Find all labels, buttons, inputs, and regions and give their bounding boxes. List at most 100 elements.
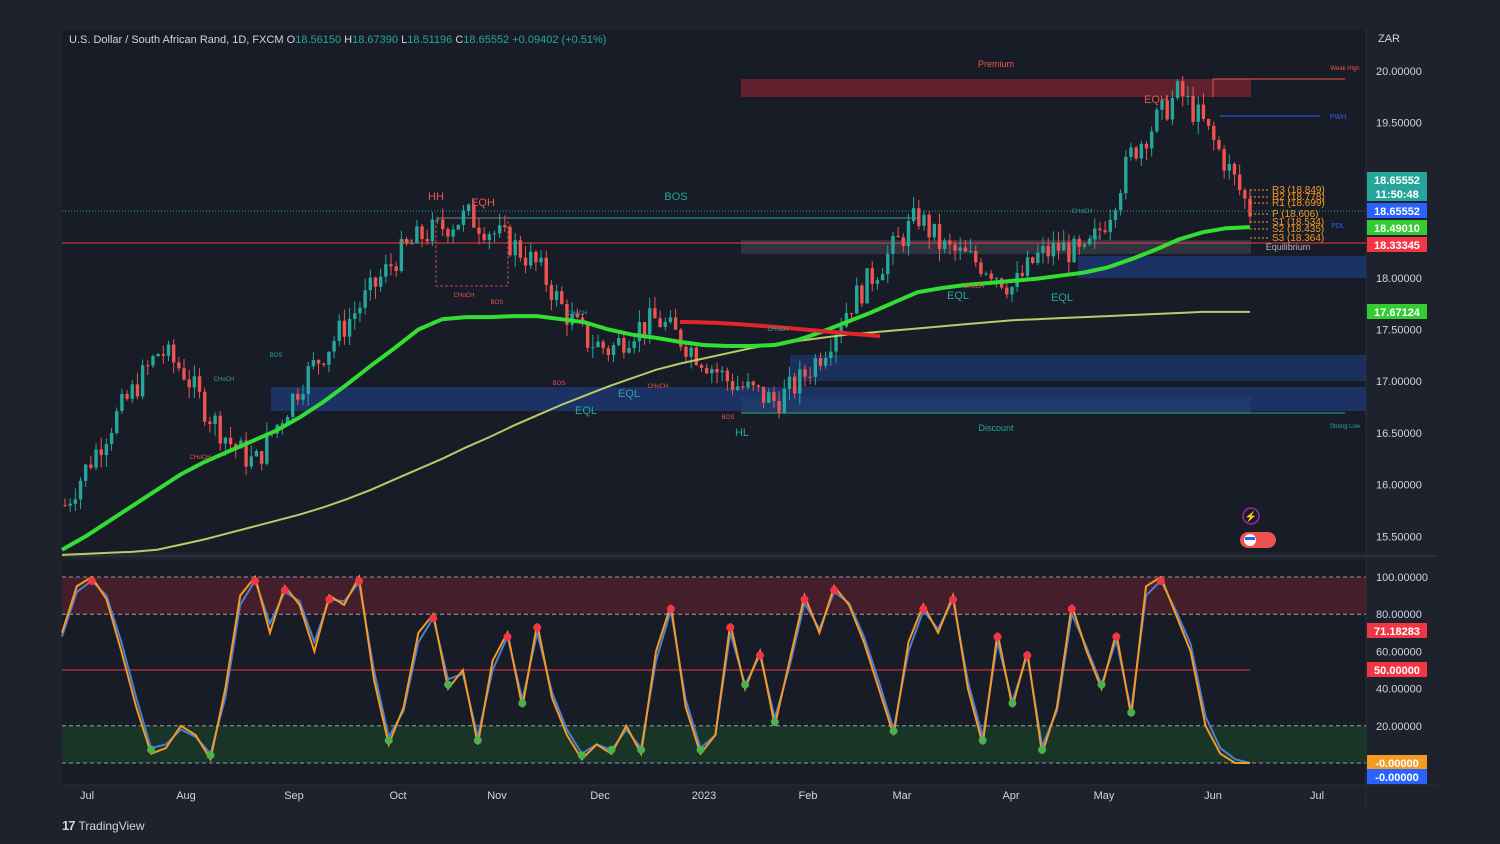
candle-body bbox=[1217, 139, 1221, 150]
candle-body bbox=[156, 354, 160, 357]
osc-badge bbox=[1367, 769, 1427, 784]
candle-body bbox=[249, 456, 253, 467]
candle-body bbox=[798, 369, 802, 394]
symbol-title[interactable]: U.S. Dollar / South African Rand, 1D, FX… bbox=[69, 34, 284, 46]
candle-body bbox=[109, 433, 114, 445]
candle-body bbox=[870, 268, 874, 284]
strong-low-label: Strong Low bbox=[1330, 424, 1361, 430]
bullish-cross-dot bbox=[637, 745, 646, 754]
candle-body bbox=[746, 381, 750, 388]
candle-body bbox=[1212, 125, 1216, 140]
candle-body bbox=[927, 214, 931, 238]
candle-body bbox=[1113, 210, 1118, 220]
tradingview-brand[interactable]: 17 TradingView bbox=[62, 818, 145, 833]
candle-body bbox=[984, 273, 988, 275]
candle-body bbox=[673, 317, 678, 330]
candle-body bbox=[523, 257, 528, 266]
high-label: H bbox=[344, 34, 353, 46]
candle-body bbox=[337, 320, 341, 341]
candle-body bbox=[1186, 95, 1190, 97]
time-tick-label: Apr bbox=[1002, 790, 1019, 802]
candle-body bbox=[135, 384, 140, 397]
candle-body bbox=[435, 219, 440, 221]
candle-body bbox=[358, 307, 362, 314]
bullish-cross-dot bbox=[518, 699, 527, 708]
candle-body bbox=[482, 233, 486, 241]
candle-body bbox=[1056, 242, 1061, 251]
price-badge bbox=[1367, 172, 1427, 187]
time-tick-label: Sep bbox=[284, 790, 304, 802]
lightning-glyph: ⚡ bbox=[1245, 510, 1257, 523]
candle-body bbox=[1149, 131, 1154, 149]
candle-body bbox=[834, 335, 838, 352]
price-tick-label: 20.00000 bbox=[1376, 66, 1422, 78]
premium-zone bbox=[741, 79, 1251, 97]
time-tick-label: Jun bbox=[1204, 790, 1222, 802]
tradingview-logo-icon: 17 bbox=[62, 818, 76, 833]
eqh-label: EQH bbox=[1144, 94, 1168, 106]
osc-badge-text: -0.00000 bbox=[1375, 772, 1418, 784]
candle-body bbox=[756, 385, 761, 387]
bos-small-label: BOS bbox=[270, 353, 283, 359]
demand-block-1 bbox=[271, 387, 1366, 411]
eqh-box bbox=[435, 217, 509, 287]
bullish-cross-dot bbox=[741, 680, 750, 689]
candle-body bbox=[353, 313, 357, 319]
osc-badge bbox=[1367, 662, 1427, 677]
price-tick-label: 18.00000 bbox=[1376, 273, 1422, 285]
candle-body bbox=[963, 247, 968, 252]
candle-body bbox=[487, 234, 492, 241]
candle-body bbox=[1041, 246, 1045, 253]
candle-body bbox=[622, 338, 626, 353]
price-badge-text: 18.65552 bbox=[1374, 175, 1420, 187]
candle-body bbox=[741, 386, 745, 388]
price-badge bbox=[1367, 186, 1427, 201]
price-tick-label: 17.50000 bbox=[1376, 325, 1422, 337]
choch-label: CHoCH bbox=[768, 327, 789, 333]
candle-body bbox=[1098, 228, 1102, 231]
candle-body bbox=[146, 365, 150, 367]
choch-label: CHoCH bbox=[190, 455, 211, 461]
candle-body bbox=[575, 313, 579, 318]
candle-body bbox=[606, 348, 611, 355]
osc-badge bbox=[1367, 623, 1427, 638]
bearish-cross-dot bbox=[1112, 632, 1121, 641]
candle-body bbox=[213, 415, 217, 424]
candle-body bbox=[1129, 147, 1133, 158]
bearish-cross-dot bbox=[251, 577, 260, 585]
price-tick-label: 19.50000 bbox=[1376, 118, 1422, 130]
candle-body bbox=[880, 274, 885, 281]
price-tick-label: 15.50000 bbox=[1376, 531, 1422, 543]
candle-body bbox=[844, 313, 849, 327]
candle-body bbox=[115, 410, 119, 434]
candle-body bbox=[1030, 257, 1035, 263]
candle-body bbox=[322, 363, 326, 365]
candle-body bbox=[565, 304, 569, 325]
choch-label: CHoCH bbox=[1072, 209, 1093, 215]
candle-body bbox=[658, 318, 662, 327]
us-flag-canton bbox=[1245, 537, 1255, 540]
bearish-cross-dot bbox=[1156, 577, 1165, 585]
hh-label: HH bbox=[428, 191, 444, 203]
bearish-cross-dot bbox=[666, 604, 675, 613]
candle-body bbox=[311, 360, 316, 367]
candle-body bbox=[1103, 230, 1107, 233]
currency-label[interactable]: ZAR bbox=[1378, 33, 1400, 45]
candle-body bbox=[1046, 246, 1050, 257]
price-tick-label: 17.00000 bbox=[1376, 376, 1422, 388]
choch-label: CHoCH bbox=[567, 311, 588, 317]
candle-body bbox=[1139, 143, 1144, 159]
time-tick-label: Jul bbox=[1310, 790, 1324, 802]
candle-body bbox=[1118, 193, 1123, 211]
candle-body bbox=[922, 214, 926, 226]
open-value: 18.56150 bbox=[295, 34, 342, 46]
time-tick-label: Dec bbox=[590, 790, 610, 802]
bearish-cross-dot bbox=[503, 632, 512, 641]
price-pane-bg bbox=[62, 30, 1366, 552]
time-tick-label: Nov bbox=[487, 790, 507, 802]
candle-body bbox=[177, 362, 181, 369]
candle-body bbox=[891, 235, 895, 254]
candle-body bbox=[513, 240, 517, 256]
candle-body bbox=[808, 376, 812, 378]
